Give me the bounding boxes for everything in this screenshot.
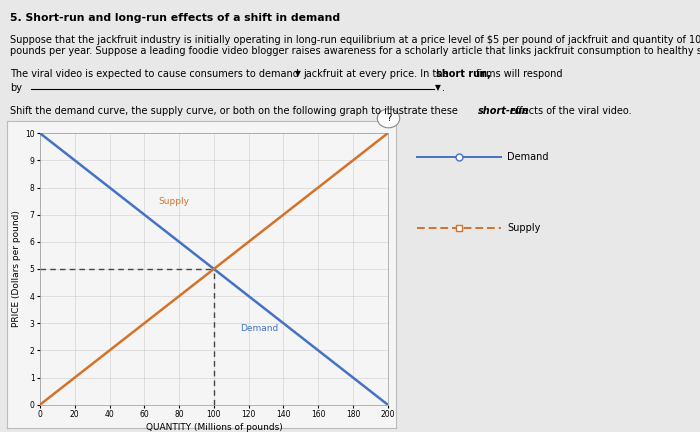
Text: effects of the viral video.: effects of the viral video. xyxy=(510,106,631,116)
Y-axis label: PRICE (Dollars per pound): PRICE (Dollars per pound) xyxy=(12,210,21,327)
Text: Shift the demand curve, the supply curve, or both on the following graph to illu: Shift the demand curve, the supply curve… xyxy=(10,106,458,116)
Text: short run,: short run, xyxy=(436,69,491,79)
Text: short-run: short-run xyxy=(478,106,530,116)
Circle shape xyxy=(377,109,400,128)
Text: Demand: Demand xyxy=(508,152,549,162)
Text: ▼: ▼ xyxy=(435,83,441,92)
Text: Supply: Supply xyxy=(158,197,189,206)
Text: jackfruit at every price. In the: jackfruit at every price. In the xyxy=(303,69,449,79)
Text: 5. Short-run and long-run effects of a shift in demand: 5. Short-run and long-run effects of a s… xyxy=(10,13,340,23)
Text: ?: ? xyxy=(386,113,391,124)
Text: pounds per year. Suppose a leading foodie video blogger raises awareness for a s: pounds per year. Suppose a leading foodi… xyxy=(10,46,700,56)
Text: Suppose that the jackfruit industry is initially operating in long-run equilibri: Suppose that the jackfruit industry is i… xyxy=(10,35,700,44)
Text: ▼: ▼ xyxy=(295,69,301,78)
X-axis label: QUANTITY (Millions of pounds): QUANTITY (Millions of pounds) xyxy=(146,423,282,432)
Text: The viral video is expected to cause consumers to demand: The viral video is expected to cause con… xyxy=(10,69,299,79)
Text: by: by xyxy=(10,83,22,93)
Text: Supply: Supply xyxy=(508,223,541,233)
Text: .: . xyxy=(442,83,445,93)
Text: firms will respond: firms will respond xyxy=(476,69,563,79)
Text: Demand: Demand xyxy=(240,324,278,333)
